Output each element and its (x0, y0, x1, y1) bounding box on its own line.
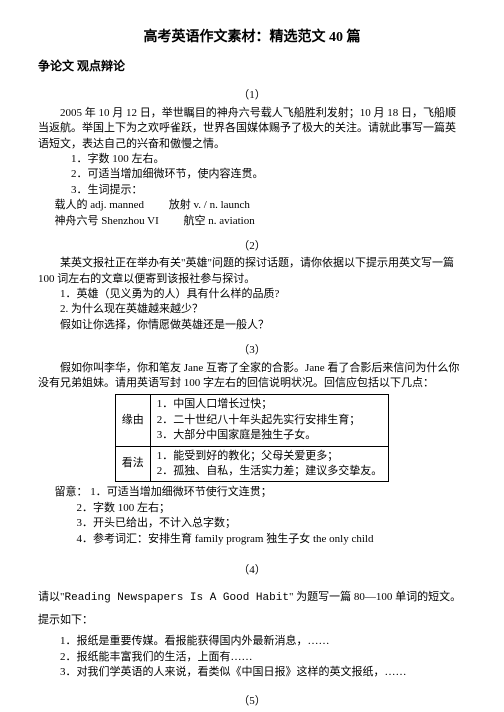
section-1-number: （1） (38, 88, 466, 103)
note-label: 留意： (38, 486, 88, 498)
section-2-item-1: 1．英雄（见义勇为的人）具有什么样的品质? (38, 287, 466, 302)
section-4-item-1: 1．报纸是重要传媒。看报能获得国内外最新消息，…… (38, 634, 466, 649)
section-4-hint-label: 提示如下： (38, 613, 466, 628)
opinion-content-cell: 1．能受到好的教化；父母关爱更多； 2．孤独、自私，生活实力差；建议多交挚友。 (150, 446, 389, 482)
vocab-1b: 放射 v. / n. launch (169, 199, 250, 211)
page-subtitle: 争论文 观点辩论 (38, 58, 466, 75)
section-3-paragraph: 假如你叫李华，你和笔友 Jane 互寄了全家的合影。Jane 看了合影后来信问为… (38, 361, 466, 392)
section-1-vocab-row-1: 载人的 adj. manned 放射 v. / n. launch (38, 198, 466, 213)
reason-label-cell: 缘由 (115, 395, 150, 446)
essay-title-english: Reading Newspapers Is A Good Habit (65, 592, 289, 604)
table-row: 看法 1．能受到好的教化；父母关爱更多； 2．孤独、自私，生活实力差；建议多交挚… (115, 446, 389, 482)
section-1-item-1: 1．字数 100 左右。 (38, 152, 466, 167)
table-row: 缘由 1．中国人口增长过快； 2．二十世纪八十年头起先实行安排生育； 3．大部分… (115, 395, 389, 446)
section-3-notes: 留意： 1．可适当增加细微环节使行文连贯； (38, 485, 466, 500)
section-1-paragraph: 2005 年 10 月 12 日，举世瞩目的神舟六号载人飞船胜利发射；10 月 … (38, 106, 466, 152)
section-1-item-2: 2．可适当增加细微环节，使内容连贯。 (38, 167, 466, 182)
section-4-paragraph: 请以"Reading Newspapers Is A Good Habit" 为… (38, 590, 466, 606)
opinion-label-cell: 看法 (115, 446, 150, 482)
reason-line-1: 1．中国人口增长过快； (157, 397, 383, 412)
reason-content-cell: 1．中国人口增长过快； 2．二十世纪八十年头起先实行安排生育； 3．大部分中国家… (150, 395, 389, 446)
note-4: 4．参考词汇：安排生育 family program 独生子女 the only… (38, 532, 466, 547)
page-title: 高考英语作文素材：精选范文 40 篇 (38, 28, 466, 48)
section-1-vocab-row-2: 神舟六号 Shenzhou VI 航空 n. aviation (38, 214, 466, 229)
opinion-line-1: 1．能受到好的教化；父母关爱更多； (157, 449, 383, 464)
reason-line-3: 3．大部分中国家庭是独生子女。 (157, 428, 383, 443)
opinion-line-2: 2．孤独、自私，生活实力差；建议多交挚友。 (157, 464, 383, 479)
section-4-item-2: 2．报纸能丰富我们的生活，上面有…… (38, 650, 466, 665)
vocab-2a: 神舟六号 Shenzhou VI (55, 215, 159, 227)
section-2-paragraph: 某英文报社正在举办有关"英雄"问题的探讨话题，请你依据以下提示用英文写一篇 10… (38, 256, 466, 287)
section-2-number: （2） (38, 239, 466, 254)
vocab-1a: 载人的 adj. manned (55, 199, 145, 211)
section-3-table: 缘由 1．中国人口增长过快； 2．二十世纪八十年头起先实行安排生育； 3．大部分… (115, 394, 390, 482)
note-3: 3．开头已给出，不计入总字数； (38, 516, 466, 531)
section-2-item-2: 2. 为什么现在英雄越来越少？ (38, 302, 466, 317)
vocab-2b: 航空 n. aviation (184, 215, 255, 227)
section-2-item-3: 假如让你选择，你情愿做英雄还是一般人？ (38, 318, 466, 333)
section-1-item-3: 3．生词提示： (38, 183, 466, 198)
section-4-item-3: 3．对我们学英语的人来说，看类似《中国日报》这样的英文报纸，…… (38, 665, 466, 680)
section-3-number: （3） (38, 343, 466, 358)
section-4-number: （4） (38, 563, 466, 578)
note-1: 1．可适当增加细微环节使行文连贯； (90, 486, 272, 498)
section-5-number: （5） (38, 694, 466, 709)
reason-line-2: 2．二十世纪八十年头起先实行安排生育； (157, 413, 383, 428)
note-2: 2．字数 100 左右； (38, 501, 466, 516)
